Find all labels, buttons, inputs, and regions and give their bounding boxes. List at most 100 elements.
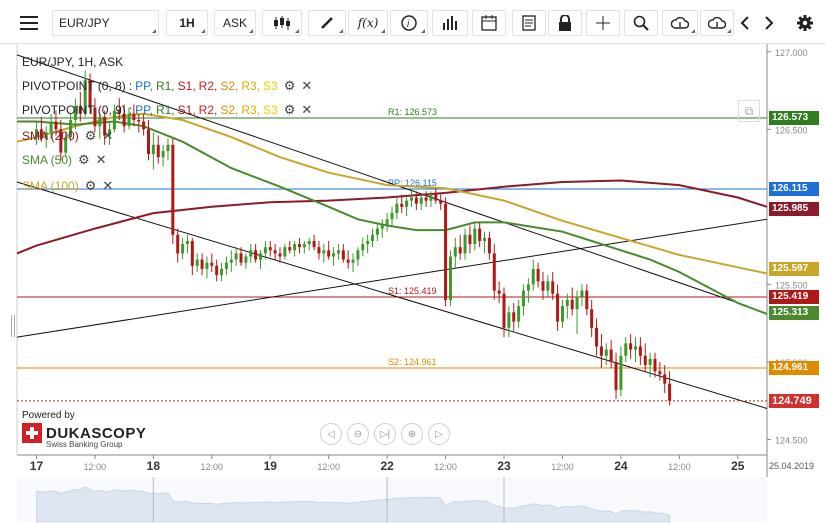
info-button[interactable]: i: [390, 10, 428, 36]
legend-sma-200: SMA (200) ⚙ ✕: [22, 128, 113, 144]
menu-button[interactable]: [12, 10, 46, 36]
candle-body: [614, 361, 618, 390]
legend-level-r2: R2,: [198, 79, 218, 93]
close-icon[interactable]: ✕: [301, 78, 313, 93]
candle-body: [638, 346, 642, 356]
x-tick-label: 19: [264, 459, 278, 473]
candle-body: [44, 132, 48, 139]
svg-text:i: i: [407, 19, 410, 30]
candle-body: [278, 253, 282, 257]
legend-sma-100: SMA (100) ⚙ ✕: [22, 178, 113, 194]
candle-body: [405, 200, 409, 207]
legend-level-r3: R3,: [241, 103, 261, 117]
candle-body: [560, 306, 564, 322]
legend-level-s3: S3: [263, 103, 278, 117]
candle-body: [205, 262, 209, 269]
gear-icon[interactable]: ⚙: [84, 178, 97, 193]
close-icon[interactable]: ✕: [102, 178, 114, 193]
lock-button[interactable]: [548, 10, 582, 36]
maximize-button[interactable]: ⧉: [738, 100, 760, 122]
candle-body: [220, 268, 224, 276]
x-tick-label: 12:00: [551, 462, 574, 472]
nav-back-button[interactable]: ◁: [320, 423, 342, 445]
chart-type-button[interactable]: [262, 10, 302, 36]
draw-tool-button[interactable]: [308, 10, 346, 36]
reset-view-button[interactable]: ▷|: [374, 423, 396, 445]
candle-body: [302, 244, 306, 248]
candle-body: [34, 129, 38, 138]
candle-body: [385, 219, 389, 226]
price-side-selector[interactable]: ASK: [214, 10, 256, 36]
candle-body: [88, 79, 92, 108]
candle-body: [590, 309, 594, 328]
candle-body: [643, 355, 647, 366]
chevron-right-icon: [765, 16, 774, 30]
legend-level-s2: S2,: [220, 103, 239, 117]
pivot-label-pp: PP: 126.115: [388, 178, 437, 188]
document-icon: [522, 15, 536, 31]
legend-level-r1: R1,: [155, 103, 175, 117]
candle-body: [322, 250, 326, 254]
x-tick-label: 22: [380, 459, 394, 473]
price-chart[interactable]: 127.000126.500125.500125.000124.5001712:…: [0, 44, 825, 523]
candle-body: [580, 290, 584, 297]
candle-body: [492, 253, 496, 291]
close-icon[interactable]: ✕: [301, 102, 313, 117]
gear-icon[interactable]: ⚙: [78, 152, 90, 167]
candle-body: [312, 240, 316, 248]
crosshair-button[interactable]: [586, 10, 620, 36]
legend-sma-100-label: SMA (100): [22, 179, 79, 193]
legend-level-r3: R3,: [241, 79, 261, 93]
gear-icon[interactable]: ⚙: [283, 78, 296, 93]
notes-button[interactable]: [512, 10, 546, 36]
zoom-in-button[interactable]: ⊕: [401, 423, 423, 445]
candle-body: [132, 113, 136, 120]
candle-body: [434, 194, 438, 201]
calendar-button[interactable]: [472, 10, 506, 36]
gear-icon[interactable]: ⚙: [283, 102, 296, 117]
zoom-button[interactable]: [624, 10, 658, 36]
candle-body: [400, 203, 404, 207]
zoom-out-button[interactable]: ⊖: [347, 423, 369, 445]
symbol-selector[interactable]: EUR/JPY: [52, 10, 159, 36]
chart-area[interactable]: 127.000126.500125.500125.000124.5001712:…: [0, 44, 825, 523]
candle-body: [254, 250, 258, 260]
pivot-label-s2: S2: 124.961: [388, 357, 437, 367]
candle-body: [117, 110, 121, 114]
candle-body: [249, 250, 253, 257]
settings-button[interactable]: [792, 10, 818, 36]
x-tick-label: 12:00: [434, 462, 457, 472]
close-icon[interactable]: ✕: [102, 128, 114, 143]
volume-button[interactable]: [432, 10, 468, 36]
candle-body: [83, 79, 87, 114]
chart-navigation: ◁ ⊖ ▷| ⊕ ▷: [320, 423, 450, 445]
candle-body: [166, 144, 170, 152]
y-tick-label: 127.000: [775, 48, 808, 58]
candle-body: [336, 250, 340, 254]
upload-button[interactable]: [662, 10, 698, 36]
scroll-right-button[interactable]: [760, 10, 778, 36]
candle-body: [556, 293, 560, 322]
magnifier-icon: [633, 15, 649, 31]
indicators-button[interactable]: f(x): [348, 10, 388, 36]
candle-body: [185, 240, 189, 245]
download-button[interactable]: [700, 10, 734, 36]
nav-forward-button[interactable]: ▷: [428, 423, 450, 445]
close-icon[interactable]: ✕: [95, 152, 107, 167]
candle-body: [283, 247, 287, 257]
candle-body: [142, 121, 146, 130]
gear-icon[interactable]: ⚙: [84, 128, 97, 143]
scroll-left-button[interactable]: [736, 10, 754, 36]
candle-body: [419, 197, 423, 204]
x-tick-label: 25: [731, 459, 745, 473]
timeframe-selector[interactable]: 1H: [166, 10, 208, 36]
candle-body: [390, 213, 394, 220]
candle-body: [463, 234, 467, 254]
candle-body: [137, 119, 141, 122]
candle-body: [351, 259, 355, 263]
candle-body: [259, 253, 263, 260]
candle-body: [332, 253, 336, 257]
cloud-upload-icon: [671, 16, 689, 29]
candle-body: [356, 250, 360, 260]
price-scale-handle[interactable]: [11, 315, 15, 337]
